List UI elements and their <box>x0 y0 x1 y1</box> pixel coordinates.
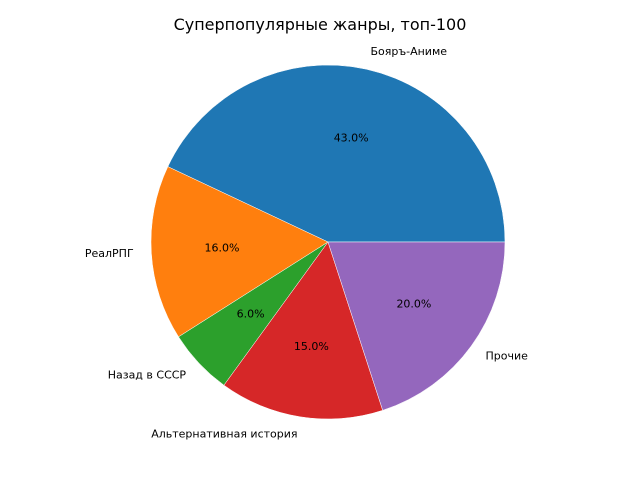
slice-label: Альтернативная история <box>151 427 297 440</box>
slice-percent-label: 20.0% <box>396 297 431 310</box>
pie-slice <box>223 241 384 420</box>
pie-slice <box>327 241 506 411</box>
slice-label: РеалРПГ <box>85 247 134 260</box>
slice-label: Назад в СССР <box>108 368 187 381</box>
pie-slice <box>167 64 506 243</box>
pie-slices <box>150 64 506 420</box>
slice-percent-label: 15.0% <box>294 340 329 353</box>
slice-percent-label: 6.0% <box>237 308 265 321</box>
slice-percent-label: 43.0% <box>334 131 369 144</box>
chart-title: Суперпопулярные жанры, топ-100 <box>174 15 467 34</box>
slice-percent-label: 16.0% <box>205 242 240 255</box>
pie-slice <box>150 166 329 338</box>
slice-label: Бояръ-Аниме <box>370 45 447 58</box>
pie-labels: Бояръ-Аниме 43.0% РеалРПГ 16.0% Назад в СССР… <box>85 45 528 440</box>
slice-label: Прочие <box>486 349 529 362</box>
